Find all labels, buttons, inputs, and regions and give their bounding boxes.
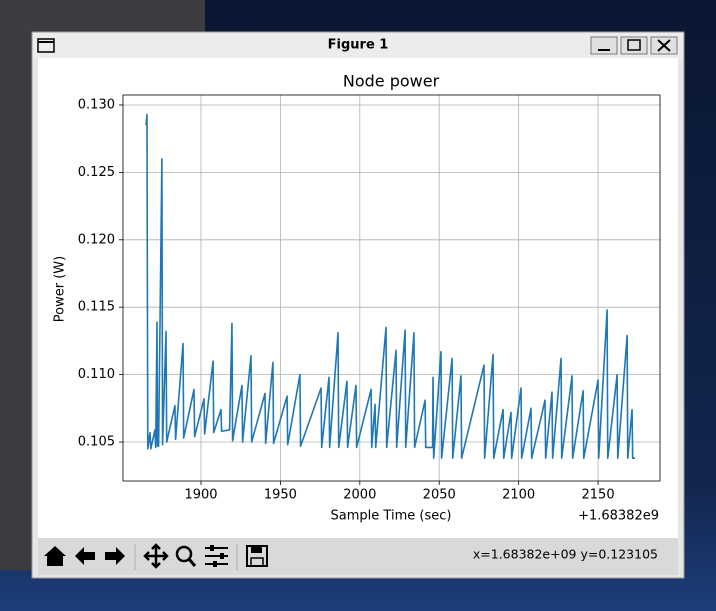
chart-title: Node power [343, 72, 440, 91]
configure-button[interactable] [205, 545, 228, 567]
x-tick-label: 2150 [582, 488, 615, 503]
icon [250, 557, 264, 567]
home-button[interactable] [44, 546, 66, 566]
window-icon [37, 38, 55, 53]
data-line [145, 113, 636, 460]
y-tick-label: 0.105 [78, 435, 115, 450]
icon [175, 545, 193, 563]
back-button[interactable] [75, 547, 95, 565]
title-bar [33, 33, 683, 58]
icon [210, 545, 214, 551]
x-tick-label: 1900 [184, 488, 217, 503]
button-frame [590, 36, 618, 55]
icon [251, 546, 262, 553]
x-tick-label: 2100 [502, 488, 535, 503]
save-button[interactable] [246, 545, 268, 567]
x-tick-label: 1950 [264, 488, 297, 503]
x-tick-label: 2000 [343, 488, 376, 503]
plot: 1900 1950 2000 2050 2100 2150 0.105 0.110 0.115 0… [78, 94, 661, 503]
forward-button[interactable] [105, 547, 125, 565]
icon [75, 547, 95, 565]
icon [44, 546, 66, 566]
x-offset-label: +1.68382e9 [578, 509, 659, 524]
y-axis-label: Power (W) [53, 256, 68, 322]
pan-button[interactable] [143, 543, 169, 569]
y-tick-label: 0.125 [78, 165, 115, 180]
icon [187, 558, 197, 567]
cursor-status: x=1.68382e+09 y=0.123105 [473, 547, 658, 562]
icon [105, 547, 125, 565]
zoom-button[interactable] [175, 545, 197, 567]
window-title: Figure 1 [328, 38, 389, 53]
y-tick-label: 0.110 [78, 367, 115, 382]
button-glyph [627, 39, 641, 51]
close-button[interactable] [650, 36, 678, 55]
y-tick-label: 0.130 [78, 97, 115, 112]
x-tick-label: 2050 [423, 488, 456, 503]
x-axis-label: Sample Time (sec) [331, 509, 452, 524]
y-tick-label: 0.120 [78, 232, 115, 247]
figure-canvas [38, 58, 678, 538]
icon [213, 561, 217, 567]
maximize-button[interactable] [620, 36, 648, 55]
button-glyph [657, 39, 671, 52]
axes-frame [122, 94, 661, 482]
icon [220, 553, 224, 559]
y-tick-label: 0.115 [78, 300, 115, 315]
minimize-button[interactable] [590, 36, 618, 55]
icon [143, 543, 169, 569]
